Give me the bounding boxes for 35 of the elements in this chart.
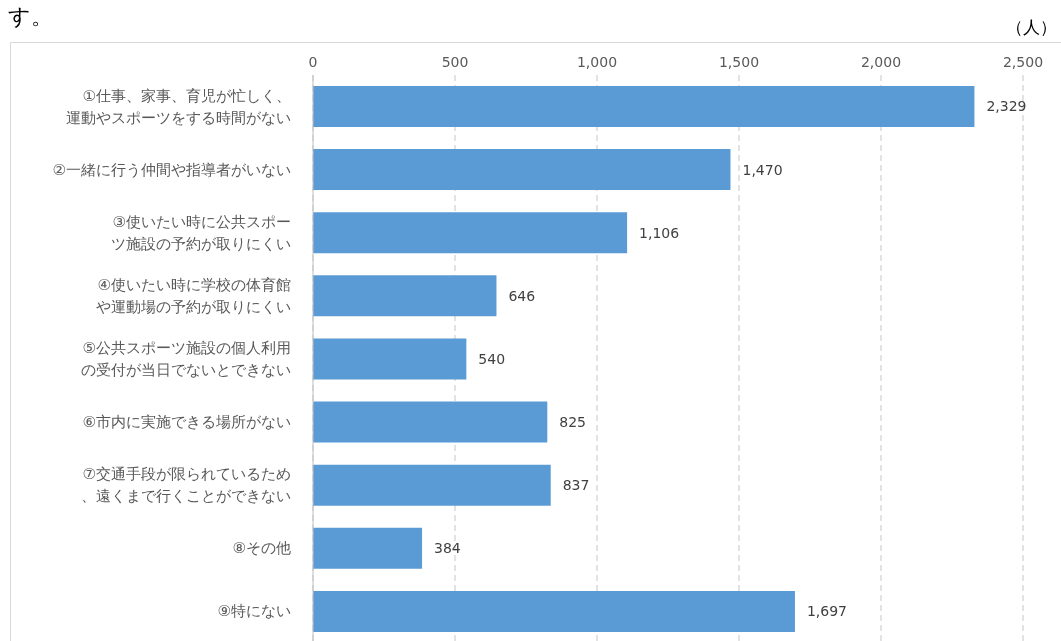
y-tick-label: ⑨特にない — [217, 602, 291, 621]
data-label: 837 — [562, 477, 590, 494]
y-tick-label: ①仕事、家事、育児が忙しく、運動やスポーツをする時間がない — [66, 86, 291, 127]
data-label: 825 — [559, 414, 587, 431]
bar — [313, 275, 497, 317]
y-tick-label: ⑦交通手段が限られているため、遠くまで行くことができない — [81, 465, 291, 506]
y-tick-label: ④使いたい時に学校の体育館や運動場の予約が取りにくい — [96, 275, 291, 316]
bar — [313, 86, 975, 127]
bar — [313, 401, 548, 443]
data-label: 646 — [508, 287, 536, 304]
x-tick-label: 500 — [441, 54, 469, 70]
x-tick-label: 0 — [308, 54, 318, 70]
text: す。 — [8, 3, 53, 31]
y-tick-label: ③使いたい時に公共スポーツ施設の予約が取りにくい — [111, 212, 291, 253]
data-label: 1,470 — [742, 161, 783, 178]
bar — [313, 212, 628, 254]
data-label: 1,106 — [639, 224, 680, 241]
x-tick-label: 1,500 — [718, 54, 760, 70]
y-tick-label: ②一緒に行う仲間や指導者がいない — [52, 160, 291, 179]
y-tick-label: ⑥市内に実施できる場所がない — [82, 413, 291, 432]
bar — [313, 464, 551, 506]
bar — [313, 149, 731, 191]
x-tick-label: 2,500 — [1002, 54, 1044, 70]
bar — [313, 527, 423, 569]
data-label: 384 — [434, 540, 461, 557]
x-tick-label: 1,000 — [576, 54, 618, 70]
bar — [313, 590, 795, 632]
bar — [313, 338, 467, 380]
x-axis-title: （人） — [1006, 16, 1057, 39]
x-tick-label: 2,000 — [860, 54, 902, 70]
y-tick-label: ⑧その他 — [232, 539, 291, 558]
data-label: 2,329 — [986, 98, 1027, 115]
y-tick-label: ⑤公共スポーツ施設の個人利用の受付が当日でないとできない — [81, 339, 291, 379]
data-label: 1,697 — [806, 603, 848, 620]
data-label: 540 — [478, 350, 506, 367]
